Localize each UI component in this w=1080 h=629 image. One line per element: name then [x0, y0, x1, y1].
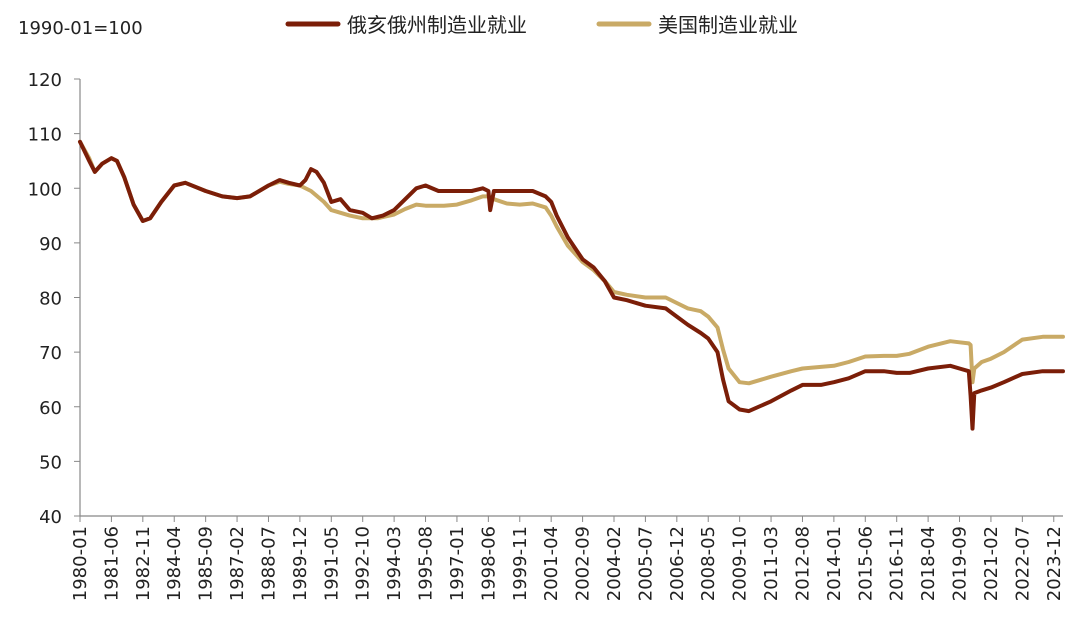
legend: 俄亥俄州制造业就业 美国制造业就业 — [285, 13, 798, 37]
y-tick-label: 110 — [28, 125, 62, 146]
y-axis: 40 50 60 70 80 90 100 110 120 — [28, 70, 81, 528]
y-tick-label: 40 — [39, 507, 62, 528]
legend-label-us: 美国制造业就业 — [658, 13, 798, 37]
x-tick-label: 2004-02 — [604, 526, 625, 601]
y-tick-label: 90 — [39, 234, 62, 255]
x-tick-label: 1985-09 — [196, 526, 217, 601]
series-layer — [78, 139, 1065, 431]
y-tick-label: 80 — [39, 289, 62, 310]
x-tick-label: 1999-11 — [510, 526, 531, 601]
x-tick-label: 2006-12 — [667, 526, 688, 601]
y-tick-label: 60 — [39, 398, 62, 419]
x-tick-label: 2019-09 — [950, 526, 971, 601]
x-tick-label: 2011-03 — [761, 526, 782, 601]
x-tick-label: 2012-08 — [792, 526, 813, 601]
x-tick-label: 2018-04 — [918, 526, 939, 601]
x-tick-label: 1987-02 — [227, 526, 248, 601]
x-tick-label: 2022-07 — [1012, 526, 1033, 601]
x-tick-label: 1994-03 — [384, 526, 405, 601]
x-tick-label: 1988-07 — [258, 526, 279, 601]
x-tick-label: 2015-06 — [855, 526, 876, 601]
x-tick-label: 2001-04 — [541, 526, 562, 601]
x-tick-label: 1991-05 — [321, 526, 342, 601]
x-tick-label: 2008-05 — [698, 526, 719, 601]
x-tick-label: 1984-04 — [164, 526, 185, 601]
y-tick-label: 50 — [39, 452, 62, 473]
unit-label: 1990-01=100 — [18, 18, 143, 39]
x-tick-label: 2016-11 — [887, 526, 908, 601]
y-tick-label: 120 — [28, 70, 62, 91]
x-tick-label: 2023-12 — [1044, 526, 1065, 601]
x-tick-label: 2005-07 — [635, 526, 656, 601]
x-tick-label: 1982-11 — [133, 526, 154, 601]
x-tick-label: 1981-06 — [101, 526, 122, 601]
series-line-0 — [78, 139, 1065, 431]
x-tick-label: 1980-01 — [70, 526, 91, 601]
x-axis: 1980-01 1981-06 1982-11 1984-04 1985-09 1987-… — [70, 515, 1065, 601]
x-tick-label: 2021-02 — [981, 526, 1002, 601]
y-tick-label: 70 — [39, 343, 62, 364]
x-tick-label: 1989-12 — [290, 526, 311, 601]
x-tick-label: 1997-01 — [447, 526, 468, 601]
x-tick-label: 1995-08 — [416, 526, 437, 601]
x-tick-label: 2009-10 — [730, 526, 751, 601]
y-tick-label: 100 — [28, 179, 62, 200]
x-tick-label: 1998-06 — [478, 526, 499, 601]
x-tick-label: 2014-01 — [824, 526, 845, 601]
x-tick-label: 2002-09 — [573, 526, 594, 601]
legend-label-ohio: 俄亥俄州制造业就业 — [347, 13, 527, 37]
series-line-1 — [78, 139, 1065, 386]
x-tick-label: 1992-10 — [353, 526, 374, 601]
